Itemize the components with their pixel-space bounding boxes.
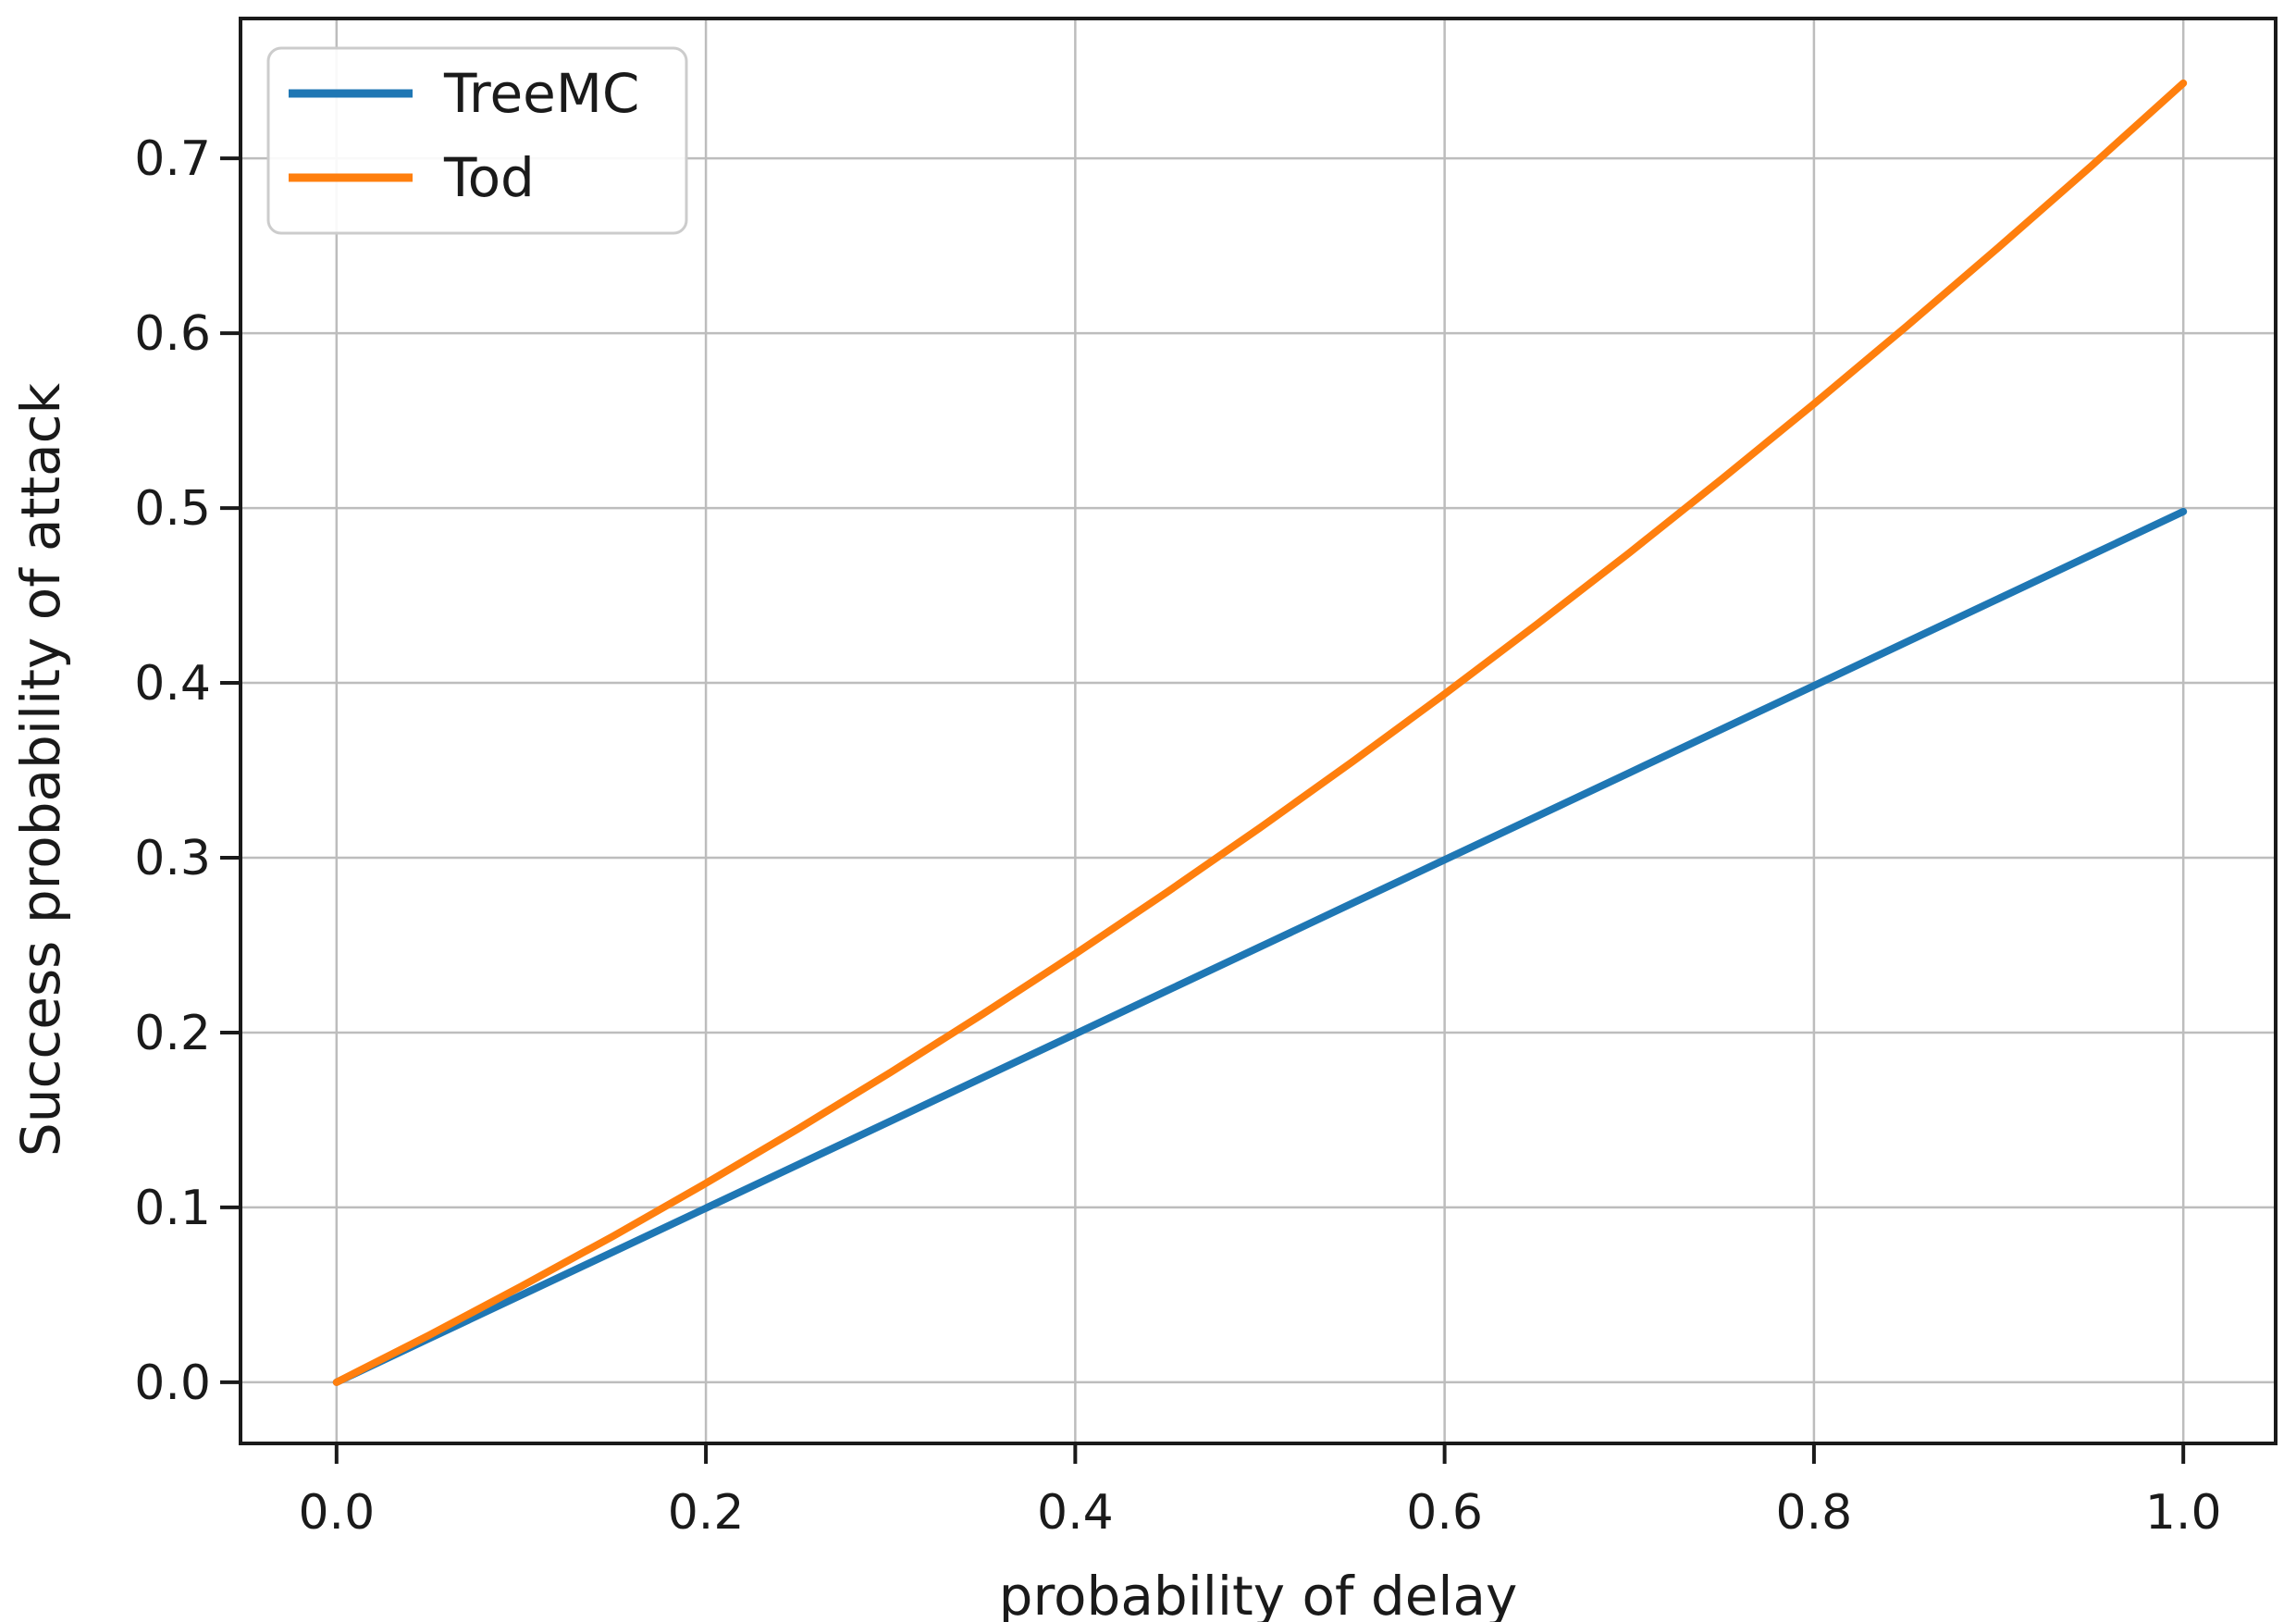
x-axis: 0.0 0.2 0.4 0.6 0.8 1.0 — [298, 1443, 2222, 1541]
plot-area — [241, 19, 2276, 1443]
y-tick-label: 0.0 — [134, 1356, 211, 1411]
y-axis: 0.0 0.1 0.2 0.3 0.4 0.5 0.6 0.7 — [134, 131, 241, 1411]
x-tick-label: 1.0 — [2145, 1485, 2222, 1541]
y-tick-label: 0.2 — [134, 1006, 211, 1061]
legend: TreeMC Tod — [266, 46, 688, 235]
grid — [241, 19, 2276, 1443]
x-tick-label: 0.4 — [1037, 1485, 1114, 1541]
y-axis-label: Success probability of attack — [9, 382, 72, 1157]
y-tick-label: 0.6 — [134, 306, 211, 362]
series-lines — [332, 79, 2188, 1386]
y-tick-label: 0.5 — [134, 481, 211, 537]
x-tick-label: 0.0 — [298, 1485, 375, 1541]
x-axis-label: probability of delay — [999, 1565, 1518, 1622]
y-tick-label: 0.1 — [134, 1181, 211, 1236]
legend-label-treemc: TreeMC — [443, 62, 639, 125]
series-line-treemc — [332, 507, 2188, 1386]
plot-border — [239, 17, 2277, 1445]
series-line-tod — [332, 79, 2188, 1386]
x-tick-label: 0.6 — [1406, 1485, 1483, 1541]
y-tick-label: 0.3 — [134, 831, 211, 886]
legend-label-tod: Tod — [443, 146, 535, 209]
y-tick-label: 0.7 — [134, 131, 211, 187]
y-tick-label: 0.4 — [134, 656, 211, 712]
x-tick-label: 0.8 — [1776, 1485, 1853, 1541]
x-tick-label: 0.2 — [668, 1485, 745, 1541]
